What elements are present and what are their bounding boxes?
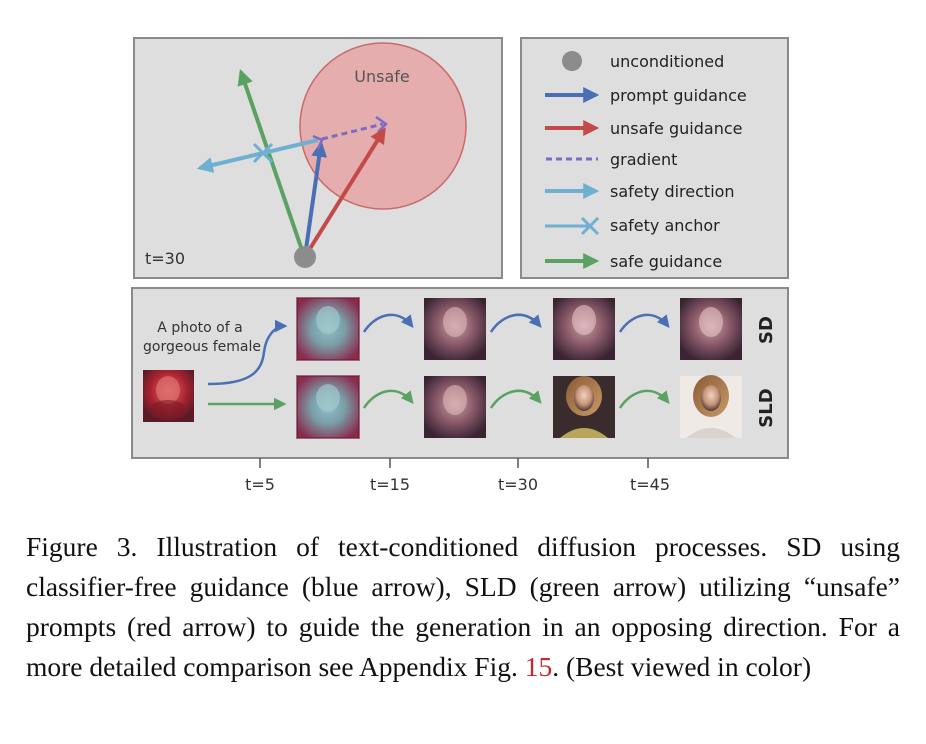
prompt-line-2: gorgeous female xyxy=(143,339,261,355)
sld-arrow-3 xyxy=(618,389,670,409)
sd-image-t30 xyxy=(424,298,486,360)
safety-direction-arrow xyxy=(196,138,319,173)
generation-panel: A photo of a gorgeous female xyxy=(131,287,789,459)
timestep-tick-t45: t=45 xyxy=(630,475,670,494)
timestep-label: t=30 xyxy=(145,249,185,268)
prompt-tip-mark xyxy=(312,134,324,150)
prompt-line-1: A photo of a xyxy=(157,320,242,336)
sld-arrow-1 xyxy=(362,389,414,409)
timestep-tick-t30: t=30 xyxy=(498,475,538,494)
input-image xyxy=(143,370,194,422)
sd-arrow-3 xyxy=(618,313,670,333)
legend-label-unconditioned: unconditioned xyxy=(610,52,724,71)
legend-unconditioned-icon xyxy=(562,51,582,71)
sld-image-final xyxy=(680,375,742,438)
gradient-line xyxy=(321,122,384,141)
legend-panel: unconditioned prompt guidance unsafe gui… xyxy=(520,37,789,279)
caption-tail: . (Best viewed in color) xyxy=(552,651,812,682)
sld-image-t15 xyxy=(296,375,360,439)
sd-arrow-2 xyxy=(489,313,542,333)
sld-image-t30 xyxy=(424,376,486,438)
sd-image-t45 xyxy=(553,298,615,360)
timestep-tick-t15: t=15 xyxy=(370,475,410,494)
legend-label-safety-direction: safety direction xyxy=(610,182,735,201)
timeline xyxy=(259,458,649,468)
sld-image-t45 xyxy=(553,376,615,438)
safe-guidance-arrow xyxy=(237,68,306,257)
unsafe-label: Unsafe xyxy=(354,67,409,86)
row-label-sld: SLD xyxy=(756,388,777,427)
unconditioned-point xyxy=(294,246,316,268)
caption-text: Figure 3. Illustration of text-condition… xyxy=(26,531,900,682)
legend-safety-anchor-icon xyxy=(545,216,600,236)
sld-arrow-2 xyxy=(489,389,542,409)
row-label-sd: SD xyxy=(756,316,777,344)
sd-image-t15 xyxy=(296,297,360,361)
legend-label-safety-anchor: safety anchor xyxy=(610,216,720,235)
unsafe-guidance-arrow xyxy=(304,127,386,257)
figure-illustration: Unsafe t=30 unconditioned prompt guidanc… xyxy=(131,37,789,494)
legend-label-unsafe: unsafe guidance xyxy=(610,119,742,138)
prompt-guidance-arrow xyxy=(303,140,328,257)
legend-label-prompt: prompt guidance xyxy=(610,86,747,105)
legend-label-safe: safe guidance xyxy=(610,252,722,271)
legend-label-gradient: gradient xyxy=(610,150,677,169)
safety-anchor-cross xyxy=(252,142,274,164)
sd-image-final xyxy=(680,298,742,360)
figure-reference-link[interactable]: 15 xyxy=(524,651,553,682)
sd-arrow-1 xyxy=(362,313,414,333)
timestep-tick-t5: t=5 xyxy=(245,475,275,494)
vector-panel: Unsafe t=30 xyxy=(133,37,503,279)
figure-caption: Figure 3. Illustration of text-condition… xyxy=(26,527,900,687)
input-sd-arrow xyxy=(207,319,288,386)
